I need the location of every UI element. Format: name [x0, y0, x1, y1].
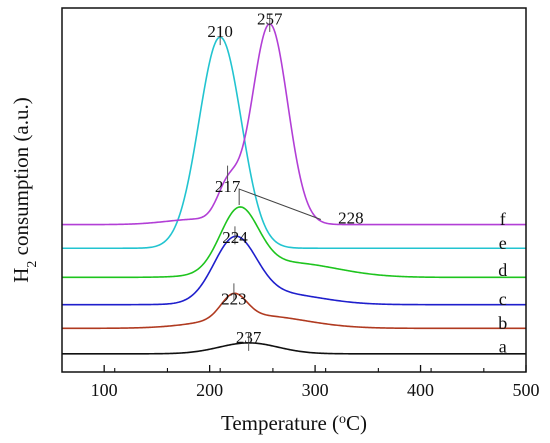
peak-markers-group — [219, 13, 322, 351]
curve-label-c: c — [499, 289, 507, 309]
peak-label-224: 224 — [222, 228, 248, 247]
series-f-line — [62, 23, 526, 226]
curve-label-d: d — [498, 260, 507, 280]
curve-label-f: f — [500, 209, 506, 229]
y-axis-label: H2 consumption (a.u.) — [9, 97, 40, 282]
x-tick-label-400: 400 — [407, 380, 434, 400]
series-d-line — [62, 206, 526, 279]
series-b-line — [62, 292, 526, 330]
series-c-line — [62, 235, 526, 306]
x-ticks-group — [103, 365, 527, 372]
series-e-line — [62, 36, 526, 250]
x-tick-label-500: 500 — [513, 380, 540, 400]
peak-label-217: 217 — [215, 177, 241, 196]
curve-label-e: e — [499, 233, 507, 253]
curve-label-a: a — [499, 337, 507, 357]
curve-label-b: b — [498, 313, 507, 333]
peak-label-237: 237 — [236, 328, 262, 347]
x-tick-label-200: 200 — [196, 380, 223, 400]
x-axis-label: Temperature (oC) — [221, 411, 367, 435]
peak-label-210: 210 — [207, 22, 233, 41]
peak-leader-228 — [238, 188, 322, 220]
peak-label-228: 228 — [338, 208, 364, 227]
x-tick-label-300: 300 — [302, 380, 329, 400]
curves-group — [62, 23, 526, 355]
peak-label-223: 223 — [221, 290, 247, 309]
x-tick-label-100: 100 — [91, 380, 118, 400]
plot-frame — [61, 7, 527, 373]
peak-label-257: 257 — [257, 9, 283, 28]
series-a-line — [62, 342, 526, 355]
